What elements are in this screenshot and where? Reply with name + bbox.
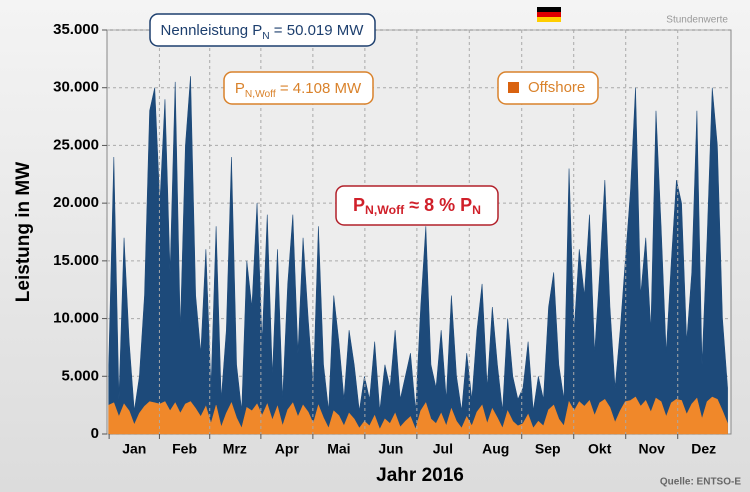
y-tick-label: 35.000 [53, 21, 99, 38]
x-axis-label: Jahr 2016 [376, 465, 464, 486]
x-tick-label: Jan [122, 441, 146, 457]
x-tick-label: Jul [433, 441, 453, 457]
annotation-text: = 4.108 MW [276, 80, 362, 97]
annotation-text: Nennleistung P [161, 22, 263, 39]
subscript: N [262, 31, 269, 42]
annotation-text: P [353, 195, 365, 215]
source: Quelle: ENTSO-E [660, 477, 741, 488]
annotation-box [149, 13, 376, 47]
y-tick-label: 15.000 [53, 252, 99, 269]
subscript: N [472, 203, 481, 217]
x-tick-label: Apr [275, 441, 300, 457]
y-tick-label: 10.000 [53, 310, 99, 327]
plot [107, 29, 731, 435]
subscript: N,Woff [365, 203, 405, 217]
legend-swatch [508, 82, 519, 93]
annotation: Nennleistung PN = 50.019 MW [161, 22, 365, 42]
annotation-text: = 50.019 MW [270, 22, 365, 39]
y-tick-label: 20.000 [53, 194, 99, 211]
x-tick-label: Okt [588, 441, 612, 457]
y-tick-label: 0 [91, 425, 99, 442]
flag [537, 7, 561, 22]
x-tick-label: Nov [638, 441, 665, 457]
annotation-box [335, 185, 499, 226]
annotation-text: ≈ 8 % P [404, 195, 472, 215]
y-axis-label: Leistung in MW [13, 162, 34, 302]
y-tick-label: 5.000 [61, 367, 99, 384]
annotation-text: P [235, 80, 245, 97]
x-tick-label: Mai [327, 441, 350, 457]
annotation: PN,Woff = 4.108 MW [235, 80, 362, 100]
annotation: PN,Woff ≈ 8 % PN [353, 195, 481, 217]
note: Stundenwerte [666, 15, 728, 26]
x-tick-label: Jun [378, 441, 403, 457]
legend-box [497, 71, 599, 105]
y-tick-label: 25.000 [53, 136, 99, 153]
x-tick-label: Aug [482, 441, 509, 457]
x-tick-label: Feb [172, 441, 197, 457]
annotation-box [223, 71, 374, 105]
legend-label: Offshore [528, 79, 585, 96]
y-tick-label: 30.000 [53, 79, 99, 96]
subscript: N,Woff [245, 89, 276, 100]
area [108, 396, 728, 435]
x-tick-label: Sep [535, 441, 561, 457]
x-tick-label: Mrz [223, 441, 247, 457]
x-tick-label: Dez [691, 441, 716, 457]
area [108, 76, 728, 435]
